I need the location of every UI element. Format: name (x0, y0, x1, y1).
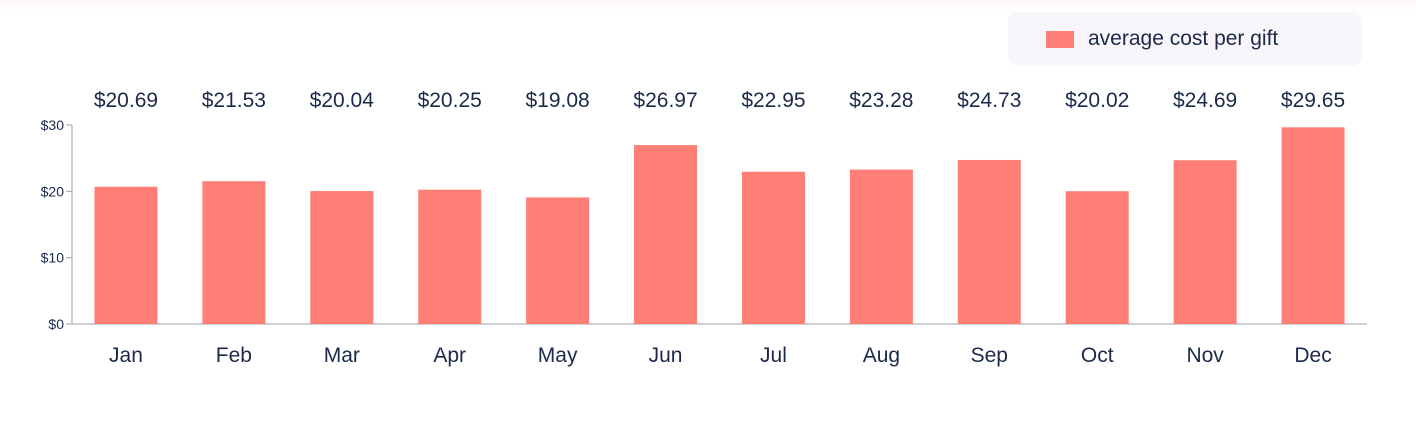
bar-aug (849, 169, 913, 324)
y-tick-label: $20 (41, 183, 65, 199)
value-label-sep: $24.73 (957, 89, 1021, 112)
x-tick-label-jun: Jun (649, 344, 683, 367)
x-tick-label-jan: Jan (109, 344, 143, 367)
bar-may (526, 197, 590, 324)
bars (94, 127, 1345, 325)
bar-jun (634, 145, 698, 324)
x-tick-label-mar: Mar (324, 344, 360, 367)
bar-sep (957, 159, 1021, 324)
top-strip (0, 0, 1416, 14)
x-tick-label-oct: Oct (1081, 344, 1114, 367)
y-tick-label: $30 (41, 117, 65, 133)
bar-jul (741, 171, 805, 324)
bar-jan (94, 186, 158, 324)
legend: average cost per gift (1008, 12, 1362, 66)
x-tick-label-dec: Dec (1294, 344, 1331, 367)
x-tick-label-nov: Nov (1186, 344, 1224, 367)
x-tick-label-may: May (538, 344, 578, 367)
x-axis: Jan Feb Mar Apr May Jun Jul Aug Sep Oct Nov Dec (72, 323, 1367, 367)
bar-feb (202, 181, 266, 324)
y-axis: $0 $10 $20 $30 (41, 117, 73, 332)
value-label-jan: $20.69 (94, 89, 158, 112)
bar-nov (1173, 160, 1237, 324)
value-label-may: $19.08 (526, 89, 590, 112)
value-label-dec: $29.65 (1281, 89, 1345, 112)
x-tick-label-jul: Jul (760, 344, 787, 367)
legend-swatch (1046, 30, 1074, 48)
bar-mar (310, 191, 374, 324)
legend-label: average cost per gift (1088, 27, 1279, 50)
bar-oct (1065, 191, 1129, 324)
value-label-jul: $22.95 (741, 89, 805, 112)
value-label-mar: $20.04 (310, 89, 375, 112)
value-label-nov: $24.69 (1173, 89, 1237, 112)
x-tick-label-apr: Apr (433, 344, 466, 367)
value-label-feb: $21.53 (202, 89, 266, 112)
x-tick-label-feb: Feb (216, 344, 252, 367)
x-tick-label-aug: Aug (863, 344, 900, 367)
x-tick-label-sep: Sep (971, 344, 1008, 367)
value-label-oct: $20.02 (1065, 89, 1129, 112)
value-label-aug: $23.28 (849, 89, 913, 112)
bar-dec (1281, 127, 1345, 325)
value-label-jun: $26.97 (633, 89, 697, 112)
value-label-apr: $20.25 (418, 89, 482, 112)
y-tick-label: $0 (48, 316, 64, 332)
y-tick-label: $10 (41, 250, 65, 266)
value-labels: $20.69 $21.53 $20.04 $20.25 $19.08 $26.97 $22.… (94, 89, 1345, 112)
bar-apr (418, 189, 482, 324)
